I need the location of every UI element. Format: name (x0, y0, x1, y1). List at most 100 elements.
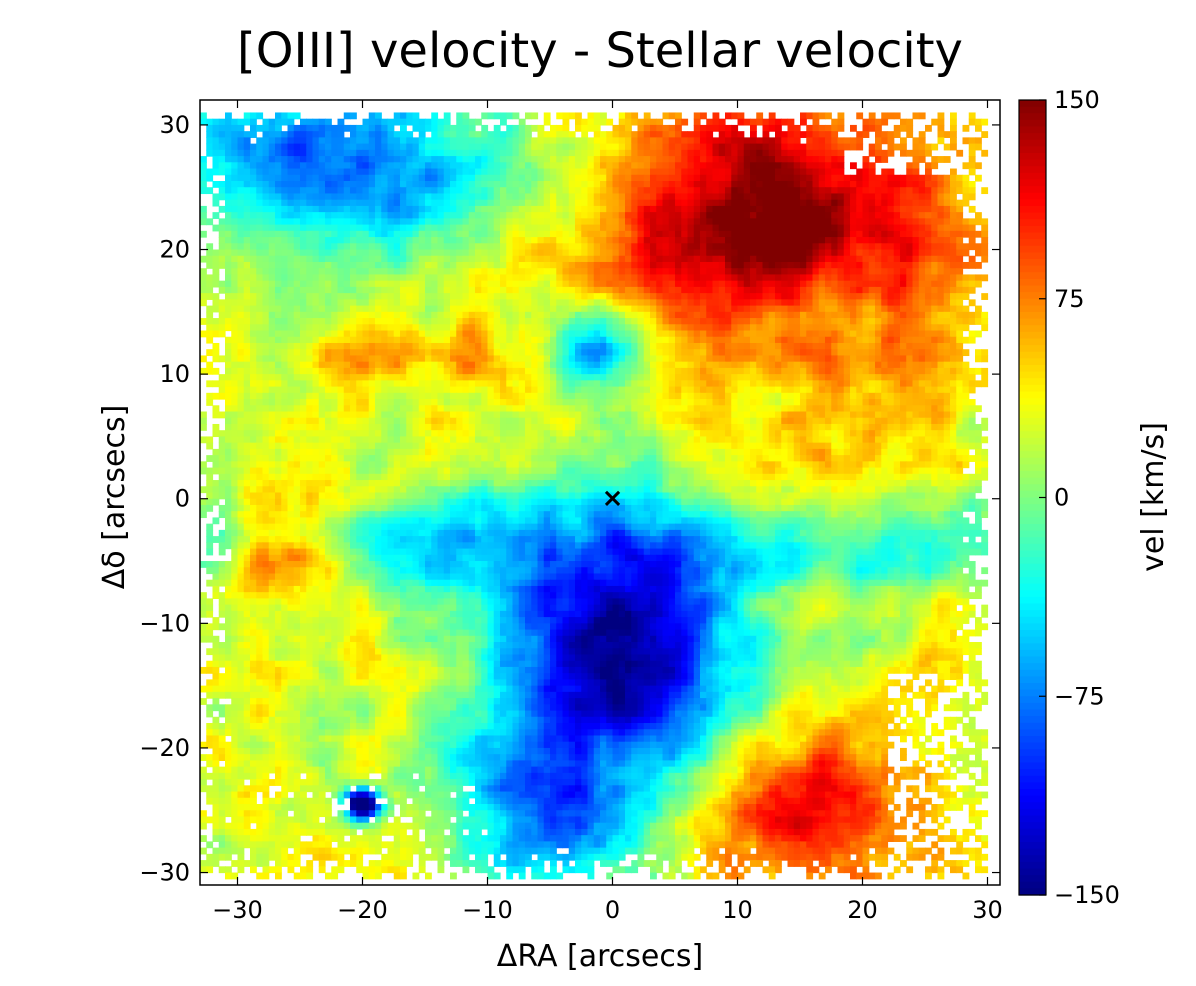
map-cell (812, 249, 820, 257)
map-cell (325, 156, 332, 163)
map-cell (718, 261, 726, 269)
map-cell (350, 180, 357, 188)
map-cell (237, 205, 245, 213)
map-cell (462, 137, 470, 145)
map-cell (500, 249, 507, 257)
map-cell (256, 274, 264, 282)
map-cell (800, 193, 807, 201)
map-cell (512, 293, 520, 300)
map-cell (800, 318, 807, 325)
map-cell (543, 131, 551, 138)
map-cell (293, 268, 301, 276)
map-cell (881, 249, 889, 257)
map-cell (693, 131, 701, 138)
map-cell (200, 118, 207, 126)
map-cell (418, 205, 426, 213)
map-cell (706, 249, 714, 257)
map-cell (368, 124, 376, 132)
map-cell (331, 187, 339, 195)
map-cell (200, 293, 207, 300)
map-cell (406, 193, 414, 201)
map-cell (431, 218, 439, 226)
map-cell (462, 268, 470, 276)
map-cell (581, 243, 589, 251)
map-cell (206, 318, 214, 325)
map-cell (437, 218, 445, 226)
map-cell (575, 124, 582, 132)
map-cell (681, 180, 689, 188)
map-cell (787, 137, 795, 145)
map-cell (375, 349, 382, 357)
map-cell (718, 237, 726, 244)
map-cell (412, 149, 420, 157)
map-cell (912, 255, 920, 263)
map-cell (425, 367, 432, 375)
map-cell (943, 212, 951, 219)
map-cell (768, 361, 776, 369)
map-cell (893, 349, 901, 357)
map-cell (543, 212, 551, 219)
map-cell (700, 131, 707, 138)
map-cell (881, 361, 889, 369)
map-cell (393, 330, 401, 338)
map-cell (556, 193, 564, 201)
map-cell (868, 118, 876, 126)
map-cell (318, 324, 326, 332)
map-cell (581, 168, 589, 176)
map-cell (900, 193, 907, 201)
map-cell (775, 193, 782, 201)
map-cell (293, 131, 301, 138)
map-cell (925, 124, 932, 132)
map-cell (712, 237, 720, 244)
map-cell (237, 299, 245, 307)
map-cell (950, 124, 957, 132)
map-cell (231, 374, 239, 381)
map-cell (550, 230, 557, 238)
map-cell (206, 168, 214, 176)
map-cell (881, 180, 889, 188)
map-cell (875, 336, 882, 344)
map-cell (506, 336, 514, 344)
map-cell (675, 324, 682, 332)
map-cell (350, 355, 357, 363)
map-cell (637, 361, 645, 369)
map-cell (731, 199, 739, 207)
map-cell (850, 324, 857, 332)
map-cell (268, 199, 276, 207)
map-cell (606, 168, 614, 176)
map-cell (462, 124, 470, 132)
map-cell (381, 237, 389, 244)
map-cell (787, 324, 795, 332)
map-cell (431, 286, 439, 294)
map-cell (475, 342, 482, 350)
map-cell (943, 156, 951, 163)
map-cell (643, 180, 651, 188)
map-cell (600, 180, 607, 188)
map-cell (912, 355, 920, 363)
map-cell (925, 205, 932, 213)
map-cell (925, 255, 932, 263)
map-cell (662, 336, 670, 344)
map-cell (287, 355, 295, 363)
map-cell (531, 180, 539, 188)
map-cell (818, 187, 826, 195)
map-cell (356, 230, 364, 238)
map-cell (787, 180, 795, 188)
map-cell (793, 268, 801, 276)
map-cell (662, 286, 670, 294)
map-cell (981, 249, 989, 257)
map-cell (618, 336, 626, 344)
map-cell (543, 299, 551, 307)
map-cell (362, 237, 370, 244)
map-cell (850, 237, 857, 244)
map-cell (243, 149, 251, 157)
map-cell (700, 361, 707, 369)
map-cell (762, 199, 770, 207)
map-cell (500, 237, 507, 244)
map-cell (325, 193, 332, 201)
map-cell (600, 367, 607, 375)
map-cell (831, 299, 839, 307)
map-cell (262, 374, 270, 381)
map-cell (643, 174, 651, 182)
map-cell (350, 168, 357, 176)
